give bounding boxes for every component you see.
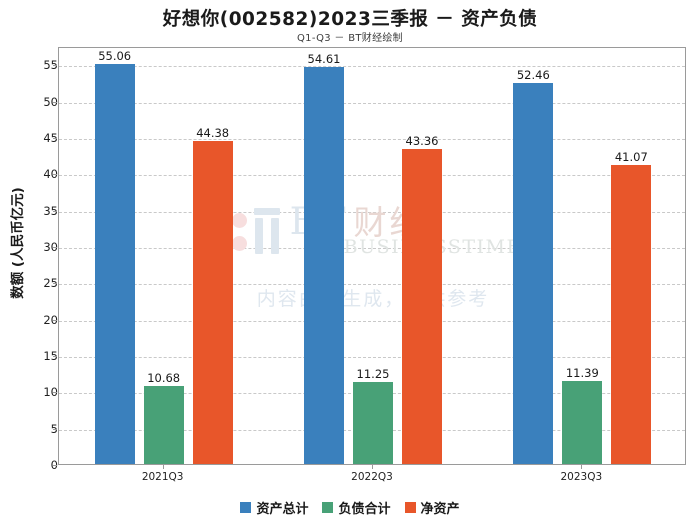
bar-value-label: 43.36 — [405, 133, 439, 148]
y-tick-label: 45 — [43, 130, 58, 145]
y-tick-mark — [53, 65, 57, 67]
legend-swatch-icon — [322, 502, 334, 513]
legend-label: 资产总计 — [256, 502, 309, 517]
y-tick-label: 15 — [43, 348, 58, 363]
y-tick-mark — [53, 392, 57, 394]
y-tick-mark — [53, 101, 57, 103]
bar-value-label: 55.06 — [98, 48, 132, 63]
x-tick-label: 2021Q3 — [141, 471, 184, 483]
gridline — [59, 247, 685, 249]
y-tick-label: 20 — [43, 312, 58, 327]
bar-value-label: 11.25 — [356, 367, 390, 382]
bar — [94, 63, 135, 464]
gridline — [59, 211, 685, 213]
chart-title: 好想你(002582)2023三季报 － 资产负债 — [162, 9, 538, 30]
gridline — [59, 138, 685, 140]
legend-item[interactable]: 净资产 — [404, 498, 460, 517]
bar-value-label: 41.07 — [614, 150, 648, 165]
x-tick-mark — [162, 465, 164, 469]
legend-swatch-icon — [240, 502, 252, 513]
y-tick-label: 5 — [50, 421, 58, 436]
y-tick-label: 10 — [43, 385, 58, 400]
y-tick-mark — [53, 465, 57, 466]
bar — [402, 148, 442, 464]
y-tick-label: 0 — [50, 458, 58, 472]
legend-item[interactable]: 资产总计 — [240, 498, 308, 517]
chart-subtitle: Q1-Q3 － BT财经绘制 — [297, 33, 403, 44]
bar — [192, 141, 233, 464]
legend-item[interactable]: 负债合计 — [322, 498, 391, 517]
bar — [353, 382, 393, 464]
legend-label: 负债合计 — [338, 502, 391, 517]
bar-value-label: 10.68 — [147, 371, 181, 386]
gridline — [59, 320, 685, 322]
gridline — [59, 66, 685, 68]
bar — [562, 381, 603, 464]
x-tick-label: 2022Q3 — [351, 471, 393, 483]
y-tick-label: 35 — [43, 203, 58, 218]
y-tick-label: 40 — [43, 167, 58, 182]
bar-value-label: 54.61 — [307, 52, 341, 66]
legend-label: 净资产 — [420, 502, 460, 517]
gridline — [59, 284, 685, 286]
y-axis: 数额 (人民币亿元) 0 5 10 15 20 25 30 35 40 45 50 55 — [0, 47, 58, 472]
x-tick-mark — [581, 465, 583, 469]
y-tick-mark — [53, 137, 57, 139]
y-tick-label: 55 — [43, 58, 58, 73]
bar-value-label: 44.38 — [196, 126, 230, 141]
gridline — [59, 102, 685, 104]
bar — [304, 67, 344, 464]
bar — [143, 386, 184, 464]
y-tick-label: 25 — [43, 276, 58, 291]
y-tick-mark — [53, 319, 57, 321]
gridline — [59, 175, 685, 177]
plot-area: BT 财经 BUSINESSTIMES 内容由AI生成，仅供参考 55.0610… — [58, 47, 686, 465]
x-tick-label: 2023Q3 — [560, 471, 603, 483]
y-tick-mark — [53, 428, 57, 430]
bar — [513, 82, 554, 464]
y-tick-mark — [53, 210, 57, 212]
x-tick-mark — [372, 465, 373, 469]
y-tick-label: 50 — [43, 94, 58, 109]
y-tick-mark — [53, 174, 57, 176]
bar-container: 55.06 10.68 44.38 54.61 11.25 43.36 52.46 11.39… — [59, 48, 685, 464]
legend-swatch-icon — [404, 502, 416, 513]
y-tick-mark — [53, 246, 57, 248]
bar-value-label: 11.39 — [565, 366, 599, 381]
bar — [611, 165, 652, 464]
y-tick-label: 30 — [43, 239, 58, 254]
gridline — [59, 356, 685, 358]
bar-value-label: 52.46 — [516, 67, 550, 82]
y-tick-mark — [53, 355, 57, 357]
x-axis: 2021Q3 2022Q3 2023Q3 — [58, 465, 686, 493]
y-tick-mark — [53, 283, 57, 285]
legend: 资产总计 负债合计 净资产 — [0, 498, 700, 517]
